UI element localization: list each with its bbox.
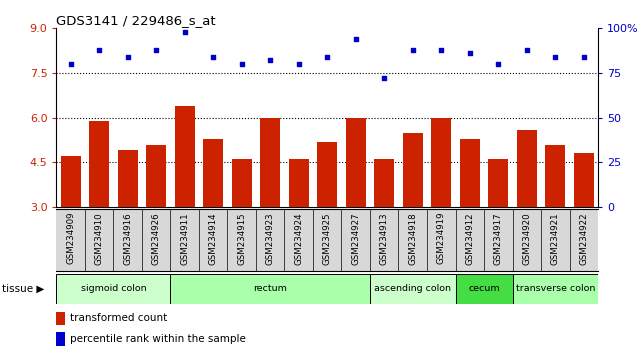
Text: GSM234913: GSM234913 [379,212,388,264]
Bar [146,144,166,296]
Bar [175,106,195,296]
Text: GSM234914: GSM234914 [209,212,218,264]
Bar [545,144,565,296]
Text: GDS3141 / 229486_s_at: GDS3141 / 229486_s_at [56,14,216,27]
Point [179,29,190,35]
Text: percentile rank within the sample: percentile rank within the sample [71,334,246,344]
Point [550,54,560,60]
Text: rectum: rectum [253,284,287,293]
Point [151,47,162,53]
Bar [374,159,394,296]
Bar [118,150,138,296]
Text: GSM234917: GSM234917 [494,212,503,264]
Bar [488,159,508,296]
Text: GSM234911: GSM234911 [180,212,189,264]
Point [351,36,361,42]
Bar [288,159,309,296]
Point [65,61,76,67]
Point [493,61,503,67]
Point [208,54,219,60]
Bar [370,274,456,304]
Text: GSM234909: GSM234909 [66,212,75,264]
Bar [317,142,337,296]
Bar [260,118,280,296]
Point [294,61,304,67]
Text: GSM234923: GSM234923 [266,212,275,264]
Point [122,54,133,60]
Text: GSM234921: GSM234921 [551,212,560,264]
Bar [56,332,65,346]
Bar [171,274,370,304]
Text: GSM234919: GSM234919 [437,212,445,264]
Bar [513,274,598,304]
Text: GSM234916: GSM234916 [123,212,132,264]
Text: transverse colon: transverse colon [515,284,595,293]
Bar [232,159,252,296]
Text: cecum: cecum [468,284,500,293]
Point [522,47,532,53]
Text: ascending colon: ascending colon [374,284,451,293]
Text: transformed count: transformed count [71,313,168,323]
Bar [431,118,451,296]
Point [94,47,104,53]
Text: GSM234918: GSM234918 [408,212,417,264]
Point [579,54,589,60]
Point [237,61,247,67]
Bar [460,138,479,296]
Text: GSM234927: GSM234927 [351,212,360,264]
Bar [203,138,223,296]
Text: GSM234920: GSM234920 [522,212,531,264]
Text: GSM234926: GSM234926 [152,212,161,264]
Bar [574,154,594,296]
Point [465,51,475,56]
Bar [89,121,109,296]
Bar [403,133,422,296]
Bar [345,118,366,296]
Point [265,58,276,63]
Point [379,75,389,81]
Text: sigmoid colon: sigmoid colon [81,284,146,293]
Text: GSM234922: GSM234922 [579,212,588,264]
Bar [456,274,513,304]
Text: GSM234915: GSM234915 [237,212,246,264]
Text: tissue ▶: tissue ▶ [2,284,44,294]
Text: GSM234925: GSM234925 [322,212,332,264]
Bar [517,130,537,296]
Bar [61,156,81,296]
Bar [56,312,65,325]
Point [322,54,332,60]
Bar [56,274,171,304]
Point [436,47,446,53]
Text: GSM234910: GSM234910 [95,212,104,264]
Point [408,47,418,53]
Text: GSM234924: GSM234924 [294,212,303,264]
Text: GSM234912: GSM234912 [465,212,474,264]
